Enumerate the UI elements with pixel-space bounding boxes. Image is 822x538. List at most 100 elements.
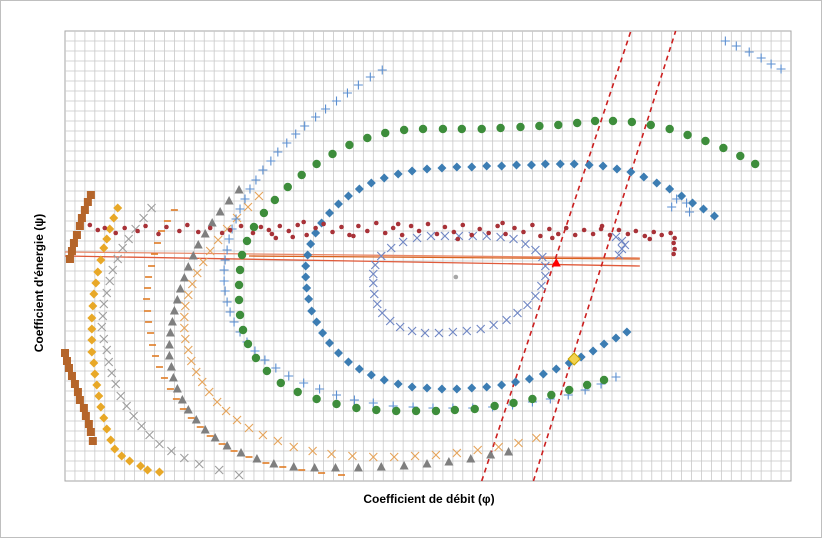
circle-marker — [431, 406, 441, 416]
circle-marker — [563, 225, 569, 231]
plus-marker — [299, 378, 309, 388]
x-marker — [124, 234, 134, 244]
circle-marker — [535, 121, 544, 131]
plus-marker — [685, 207, 695, 217]
diamond-marker — [354, 184, 364, 194]
diamond-marker — [87, 335, 97, 345]
circle-marker — [642, 233, 648, 239]
diamond-marker — [467, 162, 477, 172]
circle-marker — [607, 232, 613, 238]
diamond-marker — [709, 211, 719, 221]
triangle-marker — [164, 340, 174, 349]
circle-marker — [332, 399, 341, 409]
diamond-marker — [333, 348, 343, 358]
circle-marker — [572, 118, 582, 128]
diamond-marker — [343, 191, 353, 201]
square-marker — [77, 214, 86, 222]
x-marker — [147, 203, 156, 213]
diamond-marker — [497, 161, 507, 171]
square-marker — [75, 222, 84, 230]
diamond-marker — [343, 357, 353, 367]
x-marker — [212, 397, 222, 407]
circle-marker — [616, 227, 622, 233]
circle-marker — [457, 124, 467, 134]
circle-marker — [266, 227, 272, 233]
circle-marker — [238, 325, 248, 335]
x-marker — [531, 245, 540, 255]
x-marker — [386, 243, 396, 253]
triangle-marker — [165, 328, 175, 337]
plus-marker — [235, 204, 245, 214]
plus-marker — [271, 363, 281, 373]
x-marker — [496, 232, 505, 242]
x-marker — [620, 240, 630, 250]
circle-marker — [195, 229, 201, 235]
square-marker — [83, 198, 92, 206]
circle-marker — [460, 222, 466, 228]
square-marker — [64, 364, 73, 372]
x-marker — [431, 450, 441, 460]
circle-marker — [495, 223, 500, 229]
plus-marker — [776, 64, 786, 74]
plus-marker — [220, 286, 230, 296]
diamond-marker — [117, 451, 127, 461]
x-marker — [205, 246, 215, 256]
triangle-marker — [168, 373, 178, 382]
x-marker — [179, 453, 189, 463]
circle-marker — [530, 222, 535, 228]
triangle-marker — [200, 425, 210, 434]
circle-marker — [351, 233, 356, 239]
plus-marker — [282, 138, 292, 148]
triangle-marker — [183, 262, 193, 271]
x-marker — [327, 449, 336, 459]
square-marker — [75, 396, 84, 404]
circle-marker — [356, 223, 361, 229]
circle-marker — [391, 406, 401, 416]
x-marker — [183, 290, 193, 300]
diamond-marker — [301, 261, 311, 271]
triangle-marker — [169, 306, 179, 315]
plus-marker — [222, 297, 232, 307]
circle-marker — [102, 225, 108, 231]
x-marker — [389, 452, 399, 462]
plus-marker — [231, 214, 241, 224]
diamond-marker — [555, 159, 565, 169]
circle-marker — [95, 227, 101, 233]
x-marker — [213, 235, 223, 245]
circle-marker — [572, 232, 578, 238]
x-marker — [214, 465, 224, 475]
circle-marker — [565, 385, 574, 395]
diamond-marker — [622, 327, 632, 337]
circle-marker — [582, 380, 592, 390]
circle-marker — [234, 280, 244, 290]
x-marker — [183, 345, 193, 355]
circle-marker — [470, 404, 479, 414]
x-marker — [99, 334, 109, 344]
square-marker — [80, 206, 89, 214]
triangle-marker — [164, 351, 174, 360]
triangle-marker — [193, 240, 203, 249]
square-marker — [72, 231, 81, 239]
diamond-marker — [379, 173, 389, 183]
circle-marker — [672, 235, 677, 241]
circle-marker — [750, 159, 760, 169]
circle-marker — [599, 223, 605, 229]
plus-marker — [756, 53, 766, 63]
circle-marker — [625, 231, 631, 237]
x-marker — [448, 327, 458, 337]
triangle-marker — [183, 405, 193, 414]
diamond-marker — [588, 346, 598, 356]
circle-marker — [581, 227, 587, 233]
x-marker — [489, 320, 499, 330]
x-marker — [377, 308, 387, 318]
circle-marker — [683, 130, 692, 140]
diamond-marker — [482, 382, 492, 392]
dashed-boundary-line — [532, 30, 677, 482]
diamond-marker — [92, 380, 102, 390]
square-marker — [88, 437, 97, 445]
x-marker — [540, 261, 550, 271]
x-marker — [348, 451, 357, 461]
diamond-marker — [113, 203, 123, 213]
diamond-marker — [89, 358, 99, 368]
